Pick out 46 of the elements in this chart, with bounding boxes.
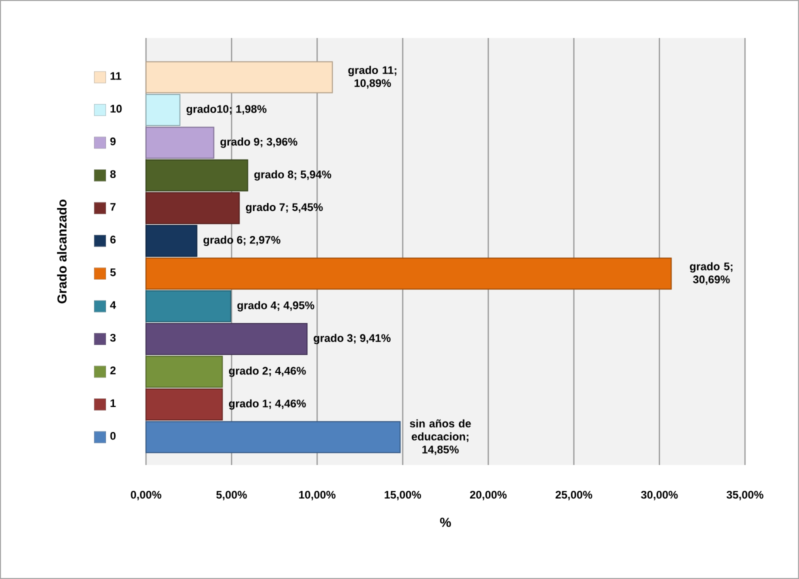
y-tick-label: 6 <box>110 236 116 244</box>
x-axis-title: % <box>440 518 451 527</box>
data-label: grado 5; 30,69% <box>690 262 732 285</box>
x-tick-label: 20,00% <box>470 490 507 500</box>
data-label: grado 7; 5,45% <box>246 202 323 214</box>
y-tick-label: 11 <box>110 72 122 80</box>
bar <box>146 323 308 356</box>
data-label: sin años de educacion; 14,85% <box>410 419 471 456</box>
x-tick-label: 30,00% <box>641 490 678 500</box>
data-label: grado 11; 10,89% <box>348 66 396 89</box>
x-tick-label: 25,00% <box>556 490 592 500</box>
x-tick-label: 15,00% <box>384 490 422 500</box>
bar <box>146 61 333 94</box>
x-tick-label: 5,00% <box>216 490 247 500</box>
y-tick-label: 2 <box>110 366 116 374</box>
x-tick-label: 0,00% <box>130 490 162 500</box>
y-tick-label: 9 <box>110 138 116 146</box>
bar <box>146 388 223 420</box>
y-tick-label: 5 <box>110 268 116 276</box>
data-label: grado 8; 5,94% <box>254 170 332 181</box>
y-tick-label: 1 <box>110 399 116 407</box>
bar <box>146 126 214 159</box>
bar <box>146 258 672 290</box>
bar <box>146 94 180 126</box>
bar <box>146 290 232 322</box>
bar <box>146 224 198 257</box>
bar <box>146 192 240 224</box>
y-tick-label: 3 <box>110 334 116 342</box>
x-tick-label: 10,00% <box>299 490 336 500</box>
y-tick-label: 0 <box>110 432 116 440</box>
y-tick-label: 8 <box>110 170 116 178</box>
y-tick-label: 4 <box>110 301 116 309</box>
data-label: grado 6; 2,97% <box>203 236 280 246</box>
data-label: grado 2; 4,46% <box>228 366 306 377</box>
y-axis-title: Grado alcanzado <box>57 200 67 304</box>
data-label: grado 3; 9,41% <box>314 334 391 344</box>
bar <box>146 159 248 192</box>
y-tick-label: 10 <box>110 104 122 113</box>
data-label: grado 9; 3,96% <box>220 138 298 148</box>
bar <box>146 356 223 388</box>
bar <box>146 421 401 454</box>
data-label: grado10; 1,98% <box>186 104 266 116</box>
data-label: grado 4; 4,95% <box>237 301 314 312</box>
x-tick-label: 35,00% <box>726 490 764 500</box>
data-label: grado 1; 4,46% <box>228 399 306 410</box>
y-tick-label: 7 <box>110 203 116 211</box>
